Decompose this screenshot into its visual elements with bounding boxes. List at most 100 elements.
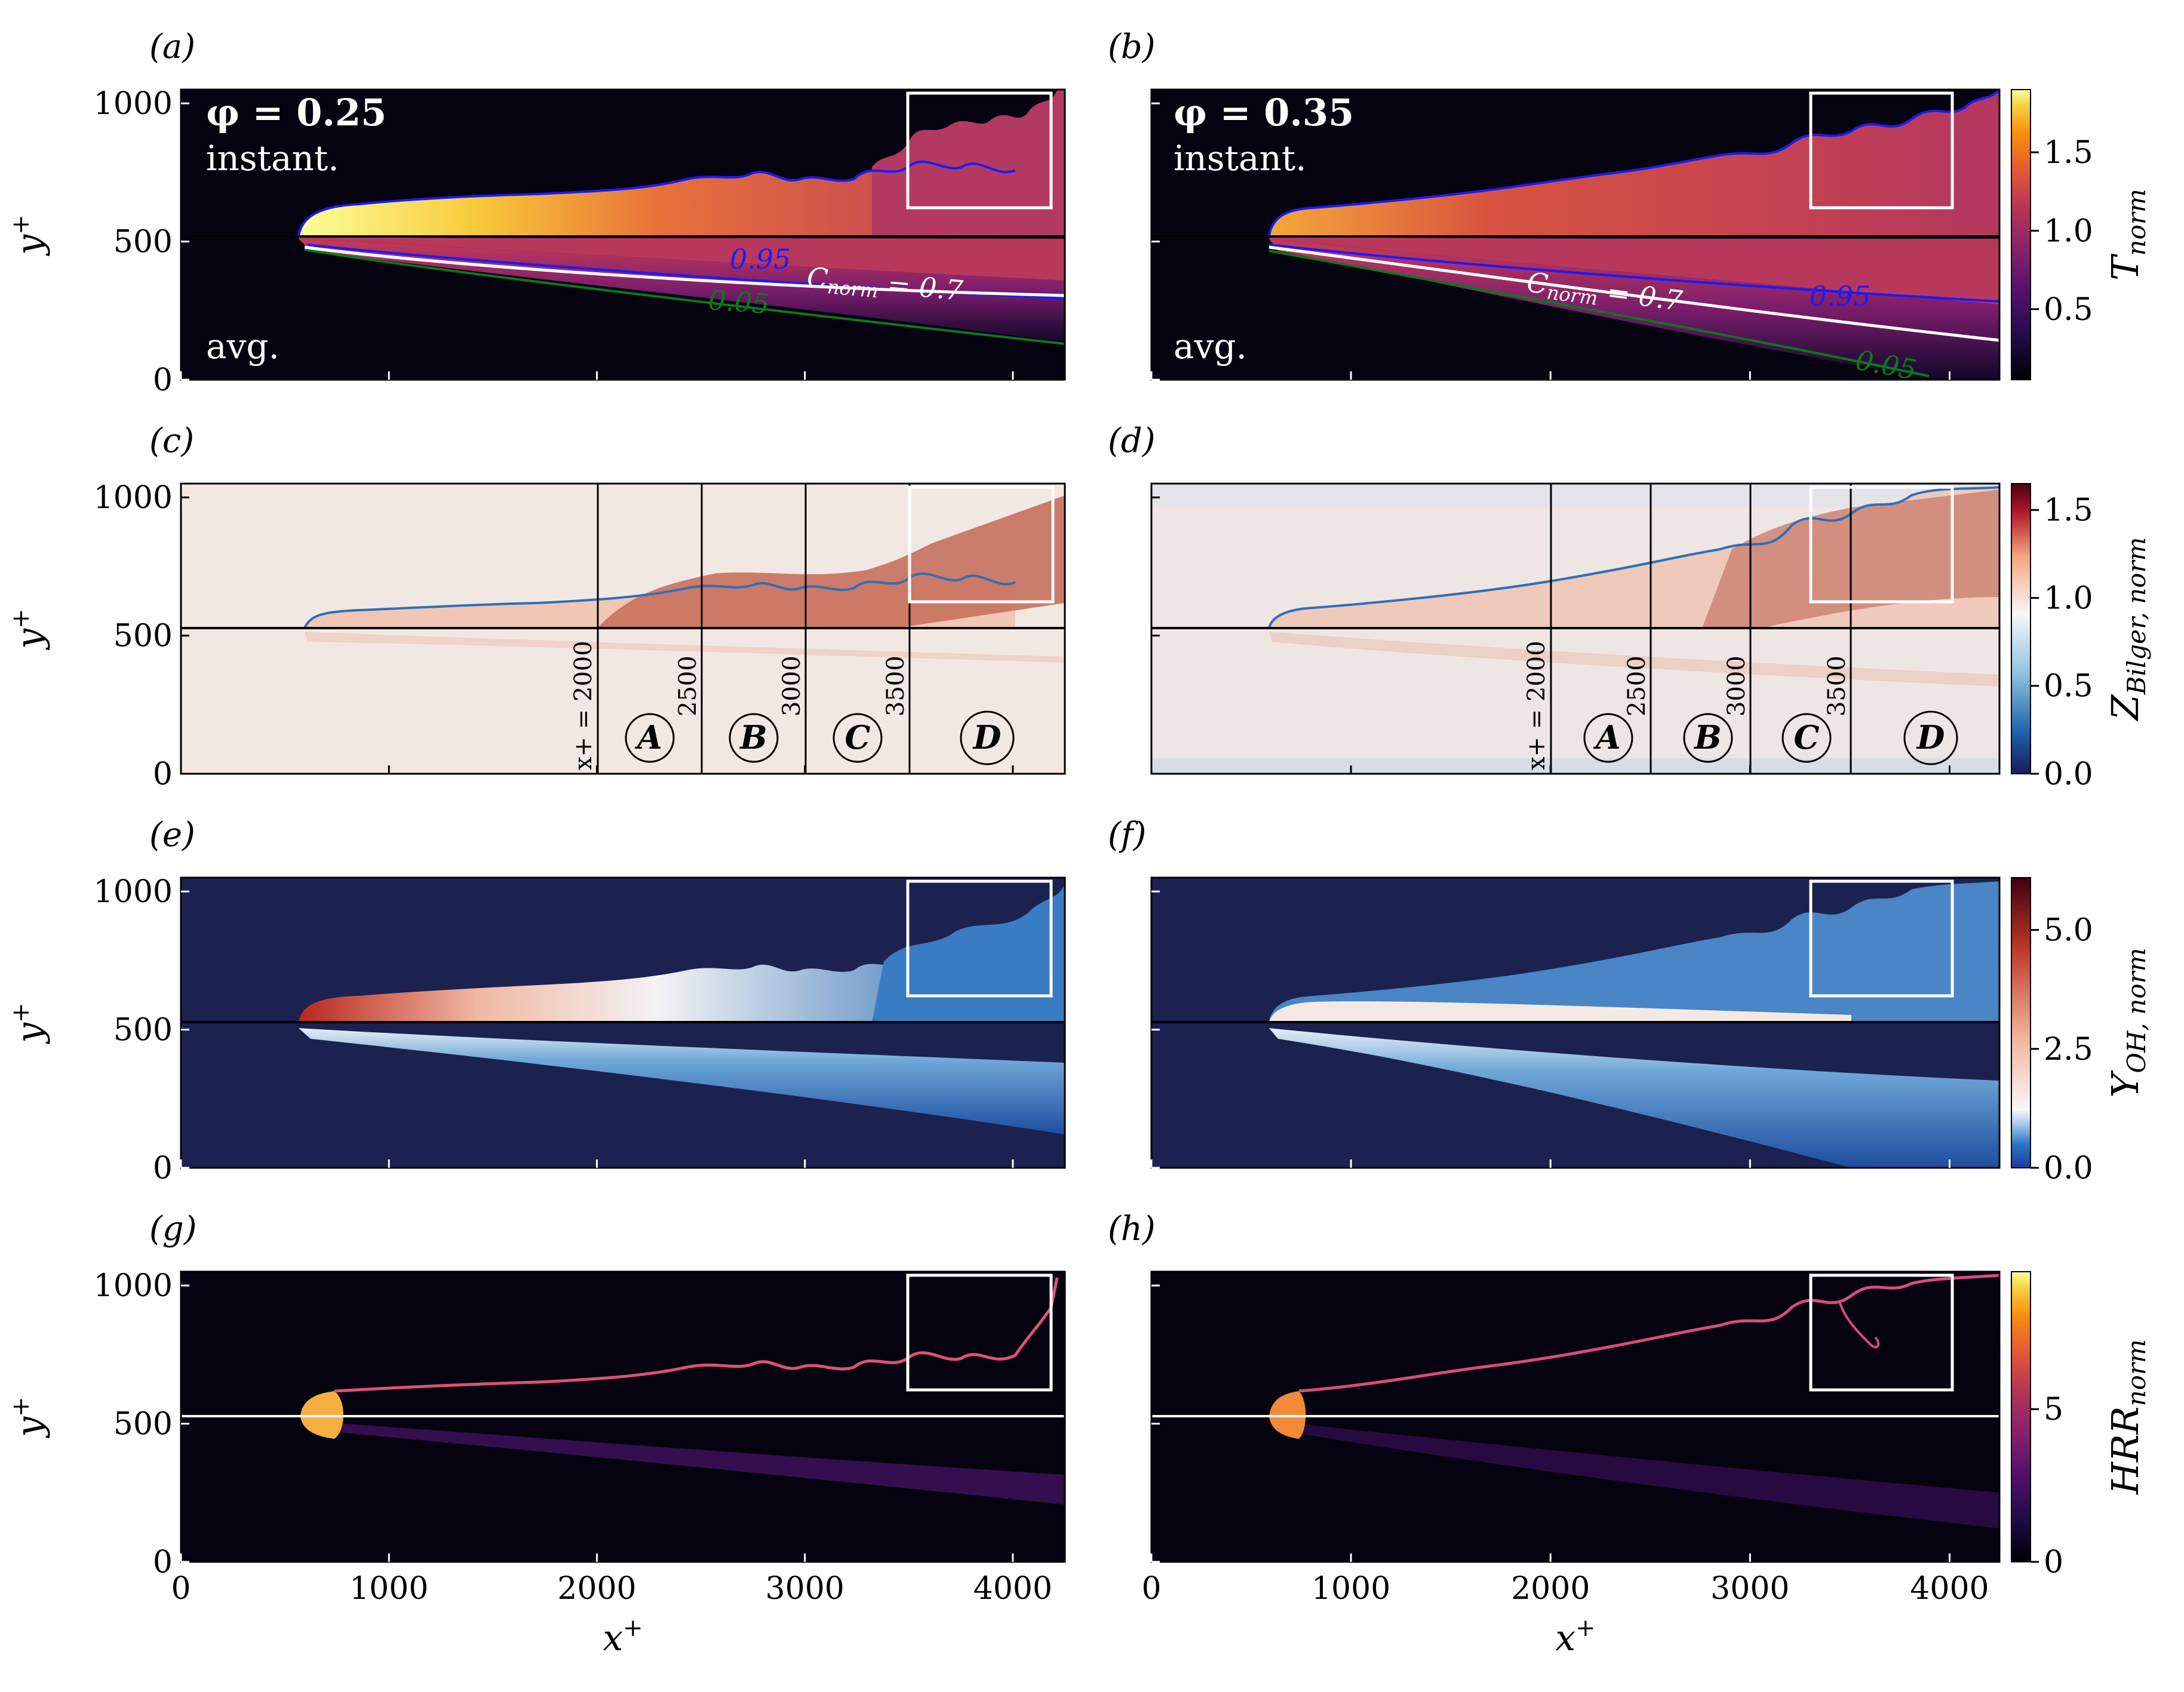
y-tick-label: 500 <box>113 1013 173 1048</box>
panel-d-zoom-box <box>1809 485 1954 604</box>
x-tick-label: 1000 <box>1311 1571 1390 1607</box>
panel-d-region-d-circle <box>1903 710 1958 765</box>
y-tick-label: 1000 <box>94 874 173 910</box>
panel-f <box>1150 876 2001 1169</box>
panel-d-region-c: C <box>1794 718 1820 756</box>
panel-d: x+ = 2000 2500 3000 3500 A B C D <box>1150 482 2001 775</box>
y-axis-label: y+ <box>7 608 51 650</box>
x-tick-label: 1000 <box>349 1571 428 1607</box>
panel-d-region-c-circle <box>1781 713 1832 763</box>
panel-d-region-a-circle <box>1583 713 1633 763</box>
panel-d-avg-band <box>1269 632 1999 687</box>
panel-d-region-b: B <box>1693 718 1722 756</box>
panel-c-avg-band <box>305 632 1065 663</box>
colorbar-yoh: 0.0 2.5 5.0 YOH, norm <box>2011 877 2151 1186</box>
y-tick-label: 0 <box>153 1150 173 1186</box>
panel-a-inst-flame <box>299 161 1015 236</box>
panel-a-label-005: 0.05 <box>707 284 770 320</box>
panel-b-avg-core <box>1269 236 1999 304</box>
colorbar-hrr-bar <box>2011 1271 2031 1562</box>
panel-d-region-d: D <box>1916 718 1945 756</box>
colorbar-hrr: 05 HRRnorm <box>2011 1271 2151 1580</box>
panel-c-rich-pockets <box>597 496 1065 628</box>
panel-a-inst-contour <box>297 160 1016 237</box>
y-tick-label: 1000 <box>94 86 173 122</box>
panel-f-zoom-box <box>1809 879 1954 998</box>
x-tick-label: 2000 <box>1511 1571 1590 1607</box>
panel-c-interface <box>303 572 1016 629</box>
panel-d-frame <box>1150 482 2001 775</box>
panel-h <box>1150 1270 2001 1563</box>
x-axis-label: x+ <box>603 1614 643 1659</box>
colorbar-tick-label: 5.0 <box>2044 913 2093 949</box>
y-tick-label: 500 <box>113 619 173 654</box>
y-axis-label: y+ <box>7 1396 51 1438</box>
panel-c-region-b: B <box>739 718 767 756</box>
x-tick-label: 0 <box>1141 1571 1161 1607</box>
x-tick-label: 3000 <box>766 1571 844 1607</box>
panel-g-zoom-box <box>906 1273 1053 1392</box>
colorbar-tick-label: 1.0 <box>2044 213 2093 249</box>
panel-a-label-07: Cnorm = 0.7 <box>806 261 965 310</box>
panel-h-frame <box>1150 1270 2001 1563</box>
colorbar-tick-label: 5 <box>2044 1392 2063 1428</box>
x-tick-label: 0 <box>171 1571 191 1607</box>
panel-f-frame <box>1150 876 2001 1169</box>
panel-d-bottom-band <box>1151 758 1999 774</box>
panel-b-contour-07 <box>1268 245 2000 342</box>
panel-c-xlabel-2000: x+ = 2000 <box>570 641 597 770</box>
panel-c-region-d: D <box>972 718 1002 756</box>
x-tick-label: 2000 <box>557 1571 636 1607</box>
panel-tag-a: (a) <box>149 27 195 66</box>
panel-c-region-c-circle <box>833 713 883 763</box>
panel-b-inst-flame <box>1269 90 1999 236</box>
panel-c: x+ = 2000 2500 3000 3500 A B C D <box>180 482 1066 775</box>
panel-a-contour-005 <box>304 248 1065 345</box>
panel-tag-b: (b) <box>1108 27 1156 66</box>
panel-d-xlabel-2500: 2500 <box>1623 656 1651 716</box>
y-tick-label: 500 <box>113 1407 173 1442</box>
colorbar-yoh-label: YOH, norm <box>2103 948 2151 1098</box>
panel-c-xlabel-3000: 3000 <box>778 656 806 716</box>
colorbar-hrr-ticks: 05 <box>2031 1392 2063 1580</box>
panel-b-phi: φ = 0.35 <box>1174 91 1354 134</box>
colorbar-tick-label: 0 <box>2044 1545 2063 1580</box>
panel-c-xlabel-3500: 3500 <box>882 656 910 716</box>
y-tick-label: 1000 <box>94 1268 173 1304</box>
panel-a-inst-flame-right <box>872 90 1065 236</box>
panel-c-zoom-box <box>908 485 1055 604</box>
panel-h-flame-front <box>1298 1273 2000 1393</box>
panel-g-frame <box>180 1270 1066 1563</box>
panel-a-zoom-box <box>906 91 1053 210</box>
y-tick-label: 500 <box>113 224 173 260</box>
panel-g <box>180 1270 1066 1563</box>
panel-tag-g: (g) <box>149 1210 197 1248</box>
panel-tag-c: (c) <box>149 422 194 460</box>
y-axis-label: y+ <box>7 214 51 256</box>
y-tick-label: 1000 <box>94 480 173 516</box>
panel-tag-d: (d) <box>1108 422 1156 460</box>
colorbar-tick-label: 0.0 <box>2044 756 2093 792</box>
colorbar-tick-label: 1.5 <box>2044 493 2093 528</box>
panel-c-frame <box>180 482 1066 775</box>
panel-c-region-c: C <box>845 718 871 756</box>
panel-a-label-095: 0.95 <box>730 243 791 275</box>
axes-layer: 0 500 1000 y+ 0 500 1000 y+ 0 500 1000 y+ 0 1000 2000 3… <box>7 86 1989 1659</box>
panel-b-contour-095 <box>1268 244 2000 303</box>
x-tick-label: 3000 <box>1710 1571 1789 1607</box>
panel-e <box>180 876 1066 1169</box>
panel-f-inst-core <box>1269 1001 1851 1022</box>
colorbar-temperature-ticks: 0.5 1.0 1.5 <box>2031 135 2093 328</box>
colorbar-tick-label: 0.5 <box>2044 292 2093 328</box>
panel-c-xlabel-2500: 2500 <box>674 656 702 716</box>
panel-a-instant: instant. <box>206 138 339 179</box>
colorbar-tick-label: 1.5 <box>2044 135 2093 171</box>
colorbar-tick-label: 0.0 <box>2044 1150 2093 1186</box>
panel-c-region-b-circle <box>729 713 779 763</box>
colorbar-yoh-ticks: 0.0 2.5 5.0 <box>2031 913 2093 1186</box>
panel-tag-h: (h) <box>1108 1210 1156 1248</box>
panel-e-zoom-box <box>906 879 1053 998</box>
panel-b-frame <box>1150 88 2001 381</box>
panel-d-interface <box>1268 486 2000 629</box>
